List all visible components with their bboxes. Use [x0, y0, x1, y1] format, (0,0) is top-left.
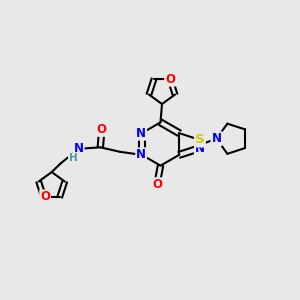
Text: O: O — [165, 73, 175, 86]
Text: N: N — [212, 132, 221, 145]
Text: N: N — [136, 127, 146, 140]
Text: N: N — [74, 142, 84, 155]
Text: N: N — [195, 142, 205, 154]
Text: S: S — [195, 134, 205, 146]
Text: H: H — [69, 153, 78, 164]
Text: O: O — [40, 190, 50, 203]
Text: N: N — [136, 148, 146, 161]
Text: O: O — [97, 123, 107, 136]
Text: O: O — [152, 178, 162, 191]
